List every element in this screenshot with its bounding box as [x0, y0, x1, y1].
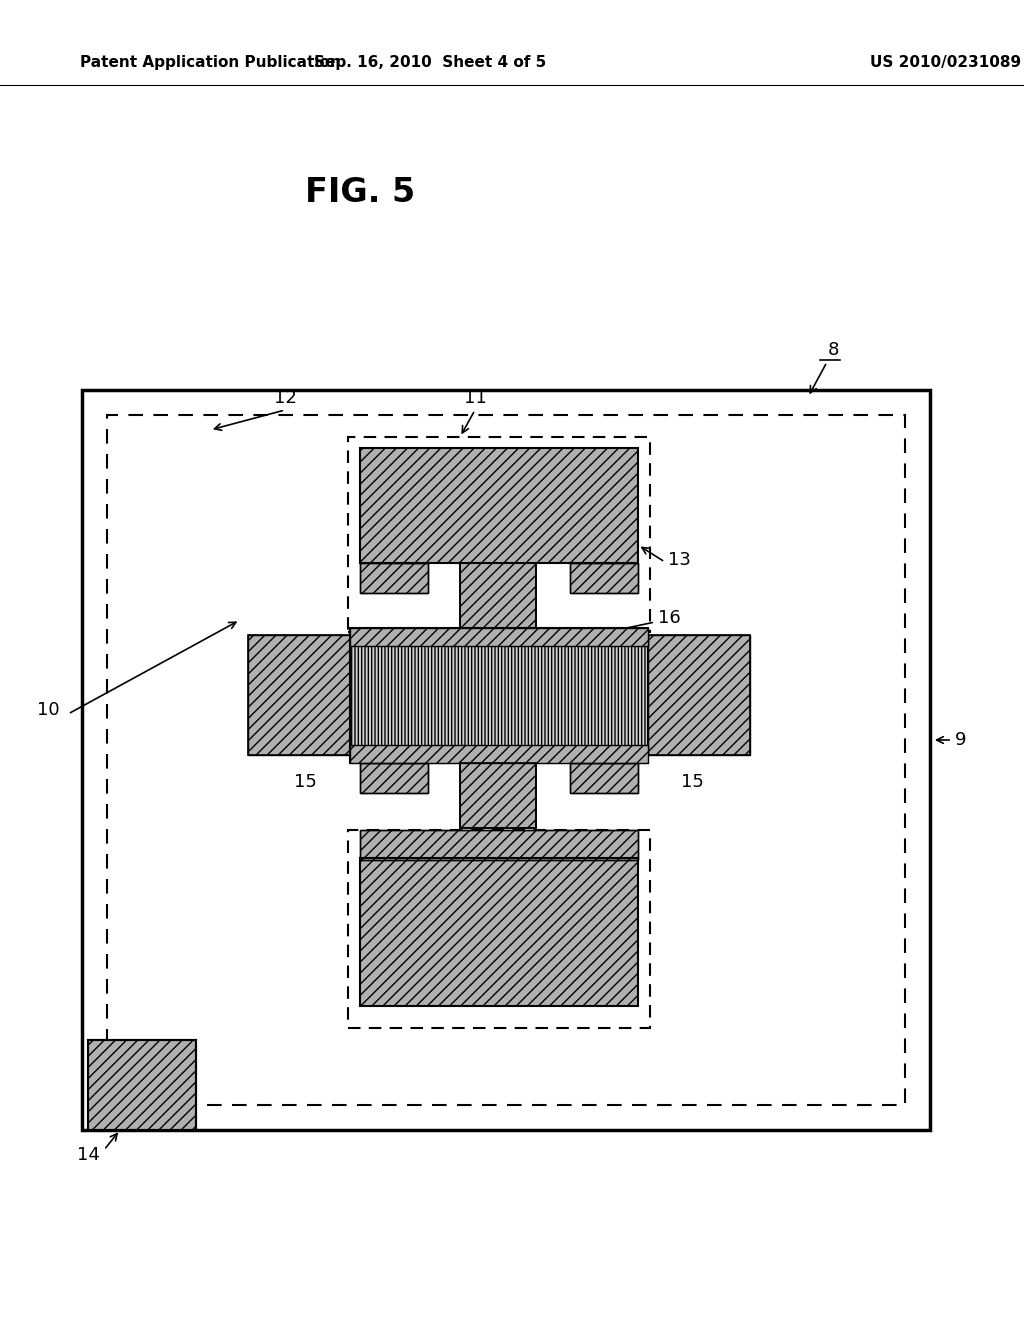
- Text: 13: 13: [668, 550, 691, 569]
- Text: 9: 9: [955, 731, 967, 748]
- Text: Sep. 16, 2010  Sheet 4 of 5: Sep. 16, 2010 Sheet 4 of 5: [314, 54, 546, 70]
- Bar: [360, 763, 428, 793]
- Text: 11: 11: [464, 389, 486, 407]
- Bar: [248, 635, 350, 755]
- Bar: [460, 763, 536, 828]
- Bar: [88, 1040, 196, 1130]
- Bar: [350, 628, 648, 763]
- Bar: [570, 763, 638, 793]
- Text: FIG. 5: FIG. 5: [305, 176, 415, 209]
- Bar: [88, 1040, 196, 1130]
- Bar: [348, 830, 650, 1028]
- Bar: [360, 564, 428, 593]
- Bar: [570, 763, 638, 793]
- Bar: [360, 447, 638, 564]
- Text: 15: 15: [294, 774, 316, 791]
- Bar: [360, 763, 428, 793]
- Bar: [360, 830, 638, 861]
- Text: US 2010/0231089 A1: US 2010/0231089 A1: [870, 54, 1024, 70]
- Bar: [460, 763, 536, 828]
- Bar: [248, 635, 350, 755]
- Text: 10: 10: [37, 701, 60, 719]
- Text: 14: 14: [77, 1146, 100, 1164]
- Bar: [570, 564, 638, 593]
- Text: 15: 15: [681, 774, 703, 791]
- Bar: [350, 744, 648, 763]
- Bar: [360, 564, 428, 593]
- Bar: [106, 414, 905, 1105]
- Bar: [360, 858, 638, 1006]
- Text: 16: 16: [658, 609, 681, 627]
- Text: 8: 8: [828, 341, 840, 359]
- Bar: [348, 437, 650, 632]
- Text: Patent Application Publication: Patent Application Publication: [80, 54, 341, 70]
- Bar: [648, 635, 750, 755]
- Bar: [360, 858, 638, 1006]
- Bar: [82, 389, 930, 1130]
- Bar: [648, 635, 750, 755]
- Bar: [460, 564, 536, 628]
- Bar: [360, 830, 638, 861]
- Bar: [570, 564, 638, 593]
- Text: 12: 12: [273, 389, 296, 407]
- Bar: [350, 628, 648, 763]
- Bar: [360, 447, 638, 564]
- Bar: [350, 628, 648, 645]
- Bar: [460, 564, 536, 628]
